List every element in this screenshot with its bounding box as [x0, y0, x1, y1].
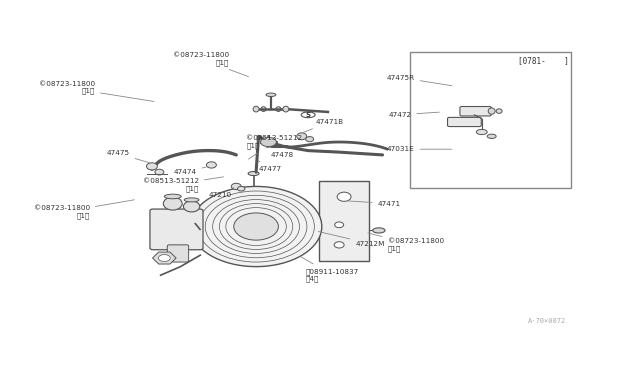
Ellipse shape — [496, 109, 502, 113]
Ellipse shape — [163, 197, 182, 210]
Ellipse shape — [335, 222, 344, 228]
Ellipse shape — [283, 106, 289, 112]
Text: ⓝ08911-10837
（4）: ⓝ08911-10837 （4） — [301, 257, 359, 282]
Ellipse shape — [266, 93, 276, 96]
Text: ©08513-51212
（1）: ©08513-51212 （1） — [246, 135, 302, 159]
Polygon shape — [152, 252, 176, 264]
Text: ©08513-51212
（1）: ©08513-51212 （1） — [143, 177, 223, 192]
Ellipse shape — [248, 171, 259, 176]
Ellipse shape — [253, 106, 259, 112]
Ellipse shape — [487, 134, 496, 138]
Bar — [410, 52, 571, 188]
Text: [0781-    ]: [0781- ] — [518, 56, 568, 65]
Text: S: S — [305, 112, 310, 118]
FancyBboxPatch shape — [167, 245, 189, 262]
Ellipse shape — [231, 183, 241, 190]
Ellipse shape — [147, 163, 157, 170]
Ellipse shape — [337, 192, 351, 201]
Ellipse shape — [476, 129, 487, 135]
Ellipse shape — [184, 201, 200, 212]
Ellipse shape — [488, 108, 495, 114]
Text: ©08723-11800
（1）: ©08723-11800 （1） — [39, 81, 154, 102]
Text: 47471B: 47471B — [303, 119, 344, 132]
Ellipse shape — [207, 162, 216, 168]
Ellipse shape — [164, 194, 181, 199]
Ellipse shape — [190, 186, 322, 267]
Ellipse shape — [184, 198, 199, 202]
FancyBboxPatch shape — [150, 209, 203, 250]
Text: 47475: 47475 — [106, 151, 149, 163]
Text: 47212M: 47212M — [318, 231, 385, 247]
Text: 47472: 47472 — [388, 112, 439, 118]
Ellipse shape — [301, 112, 315, 118]
Circle shape — [158, 254, 170, 262]
Ellipse shape — [155, 169, 164, 175]
Text: 47471: 47471 — [348, 201, 401, 206]
Text: ©08723-11800
（1）: ©08723-11800 （1） — [368, 233, 444, 252]
Circle shape — [260, 137, 276, 147]
Text: ©08723-11800
（1）: ©08723-11800 （1） — [173, 52, 248, 77]
FancyBboxPatch shape — [460, 106, 491, 116]
Text: 47475R: 47475R — [387, 74, 452, 86]
Text: 47474: 47474 — [173, 167, 206, 175]
Text: 47478: 47478 — [266, 147, 294, 158]
Text: 47210: 47210 — [208, 188, 234, 198]
Ellipse shape — [297, 133, 307, 140]
Ellipse shape — [334, 242, 344, 248]
Text: 47031E: 47031E — [387, 146, 452, 152]
Text: A·70×0072: A·70×0072 — [528, 318, 566, 324]
Text: ©08723-11800
（1）: ©08723-11800 （1） — [34, 200, 134, 219]
Ellipse shape — [234, 213, 278, 240]
FancyBboxPatch shape — [447, 118, 481, 126]
Ellipse shape — [306, 137, 314, 142]
FancyBboxPatch shape — [319, 181, 369, 261]
Text: 47477: 47477 — [259, 161, 282, 172]
Ellipse shape — [237, 186, 245, 191]
Ellipse shape — [372, 228, 385, 233]
